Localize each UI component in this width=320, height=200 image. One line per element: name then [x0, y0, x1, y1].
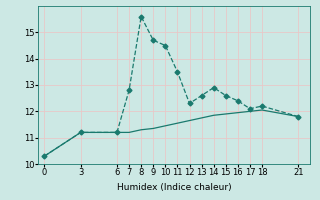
- X-axis label: Humidex (Indice chaleur): Humidex (Indice chaleur): [117, 183, 232, 192]
